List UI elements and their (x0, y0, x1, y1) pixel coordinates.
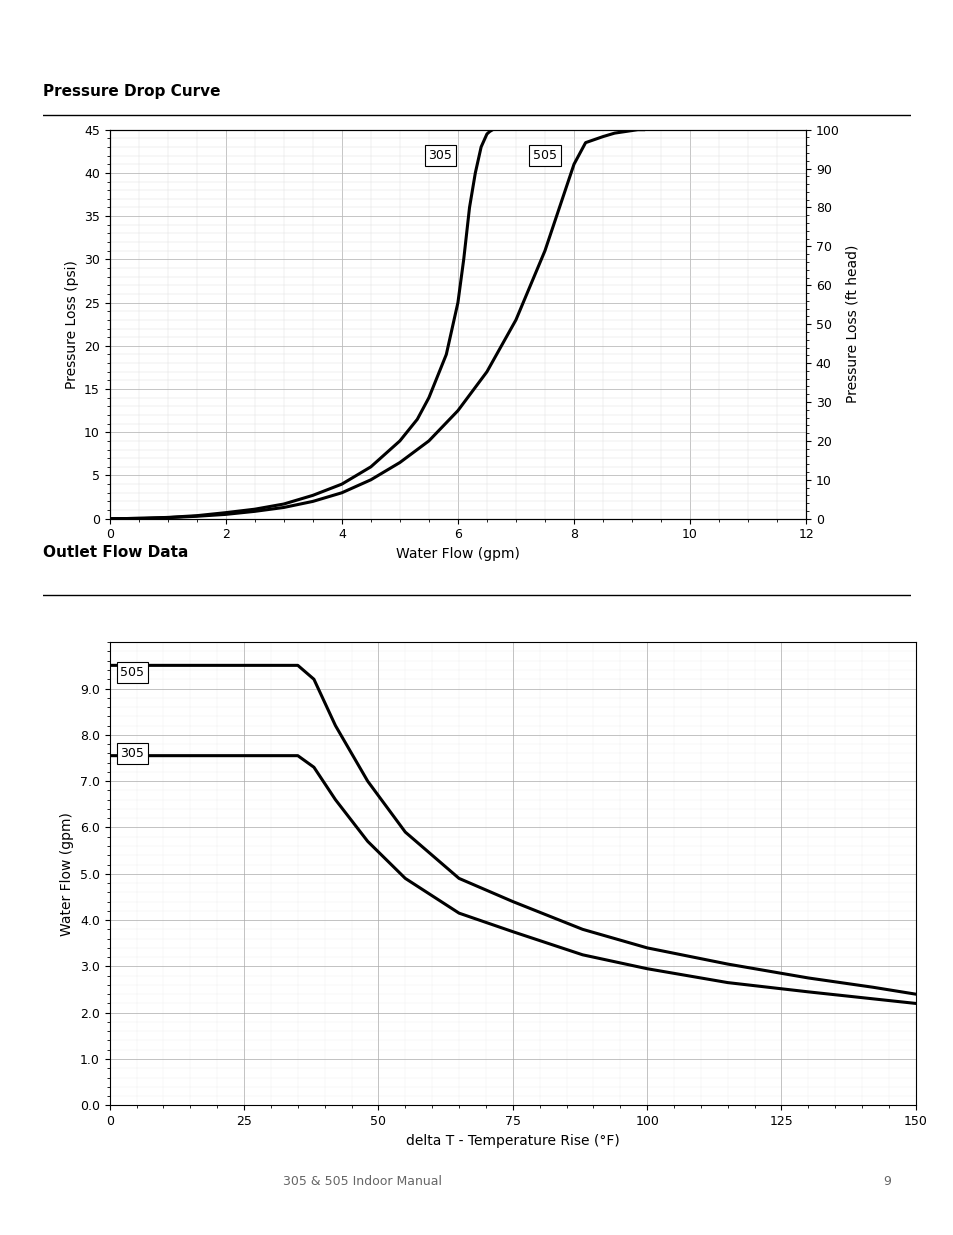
Text: 505: 505 (120, 666, 144, 679)
Y-axis label: Water Flow (gpm): Water Flow (gpm) (60, 811, 74, 936)
X-axis label: Water Flow (gpm): Water Flow (gpm) (395, 547, 519, 561)
X-axis label: delta T - Temperature Rise (°F): delta T - Temperature Rise (°F) (405, 1134, 619, 1147)
Text: Outlet Flow Data: Outlet Flow Data (43, 545, 188, 559)
Text: 305 & 505 Indoor Manual: 305 & 505 Indoor Manual (283, 1174, 441, 1188)
Text: 505: 505 (533, 149, 557, 162)
Y-axis label: Pressure Loss (ft head): Pressure Loss (ft head) (844, 245, 859, 404)
Text: 305: 305 (120, 747, 144, 760)
Text: Pressure Drop Curve: Pressure Drop Curve (43, 84, 220, 99)
Text: TECHNICAL DATA: TECHNICAL DATA (391, 42, 562, 59)
Y-axis label: Pressure Loss (psi): Pressure Loss (psi) (65, 259, 78, 389)
Text: 305: 305 (428, 149, 452, 162)
Text: 9: 9 (882, 1174, 890, 1188)
